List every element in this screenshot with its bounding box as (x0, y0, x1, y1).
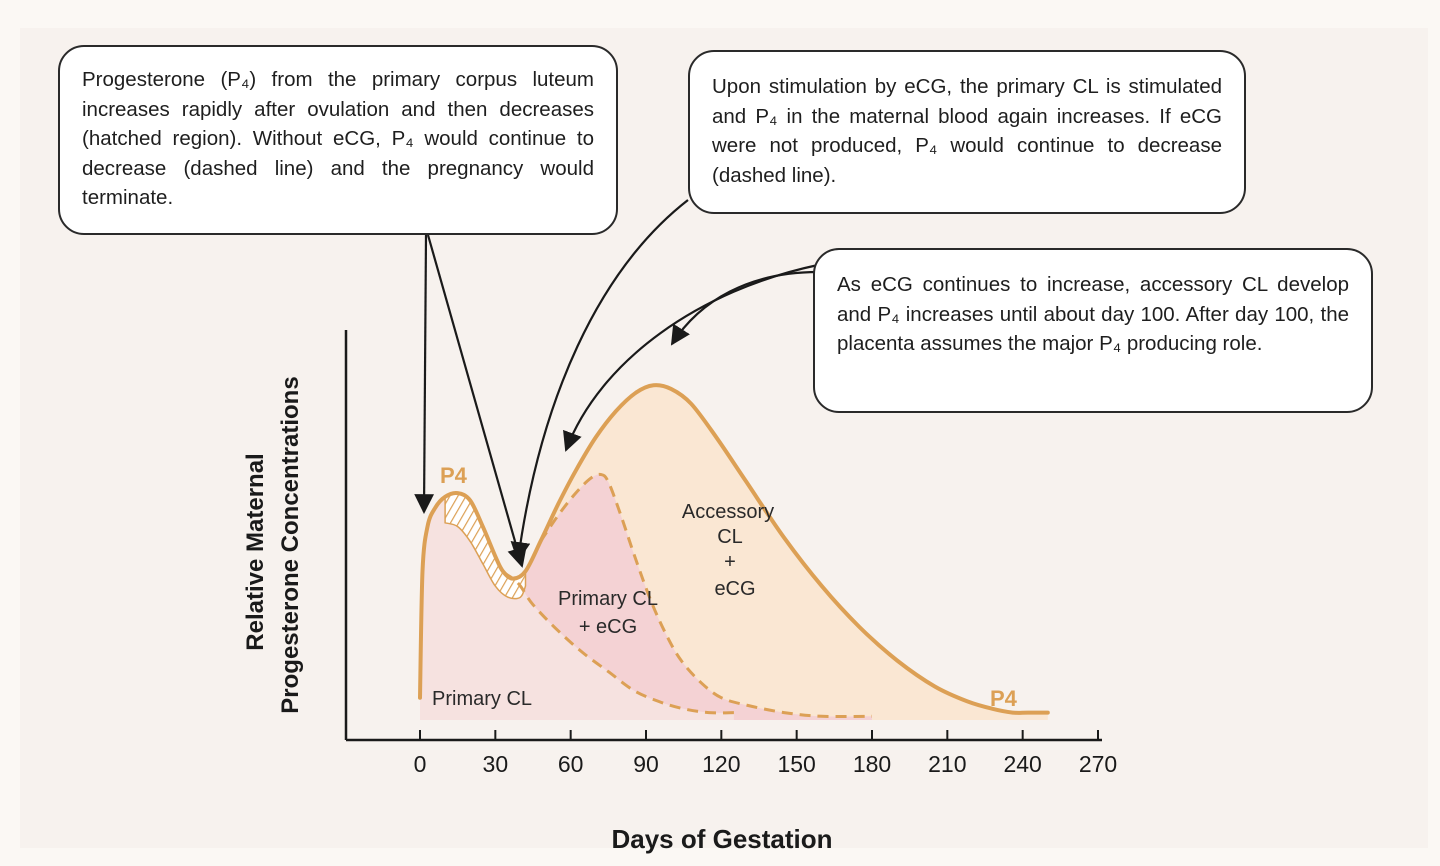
peak-label-p4-right: P4 (990, 686, 1018, 711)
x-tick-label-90: 90 (633, 751, 659, 777)
x-axis-ticks: 0 30 60 90 120 150 180 210 240 270 (414, 730, 1117, 777)
series-without-ecg-dashed-line (493, 555, 734, 715)
region-label-accessory-line3: + (724, 551, 736, 573)
x-tick-label-180: 180 (853, 751, 891, 777)
region-label-accessory-line4: eCG (714, 578, 755, 600)
region-label-primary-cl: Primary CL (432, 688, 532, 710)
primary-cl-region (420, 492, 734, 720)
region-label-primary-ecg-line2: + eCG (579, 616, 637, 638)
x-axis-label: Days of Gestation (611, 824, 832, 854)
x-tick-label-210: 210 (928, 751, 966, 777)
x-tick-label-270: 270 (1079, 751, 1117, 777)
arrow-to-primary-peak (414, 234, 435, 514)
peak-label-p4-left: P4 (440, 463, 468, 488)
series-primary-cl-dashed-line (539, 472, 873, 719)
callout-primary-cl: Progesterone (P₄) from the primary corpu… (58, 45, 618, 235)
region-label-primary-ecg-line1: Primary CL (558, 588, 658, 610)
x-tick-label-0: 0 (414, 751, 427, 777)
x-tick-label-60: 60 (558, 751, 584, 777)
callout-accessory-cl-text: As eCG continues to increase, accessory … (837, 273, 1349, 355)
x-tick-label-240: 240 (1003, 751, 1041, 777)
callout-ecg-stimulation-text: Upon stimulation by eCG, the primary CL … (712, 75, 1222, 187)
callout-ecg-stimulation: Upon stimulation by eCG, the primary CL … (688, 50, 1246, 214)
arrow-to-dashed-start (510, 199, 689, 562)
callout-primary-cl-text: Progesterone (P₄) from the primary corpu… (82, 68, 594, 209)
arrow-to-hatched-dip (426, 234, 527, 568)
series-maternal-p4-solid-line (418, 383, 1050, 715)
x-tick-label-30: 30 (483, 751, 509, 777)
y-axis-label-line1: Relative Maternal (242, 453, 269, 650)
callout-arrows (414, 199, 819, 568)
region-label-accessory-line1: Accessory (682, 501, 774, 523)
callout-accessory-cl: As eCG continues to increase, accessory … (813, 248, 1373, 413)
x-tick-label-150: 150 (777, 751, 815, 777)
arrow-to-accessory-peak (670, 270, 819, 346)
y-axis-label-line2: Progesterone Concentrations (277, 376, 304, 713)
region-label-accessory-line2: CL (717, 526, 743, 548)
x-tick-label-120: 120 (702, 751, 740, 777)
